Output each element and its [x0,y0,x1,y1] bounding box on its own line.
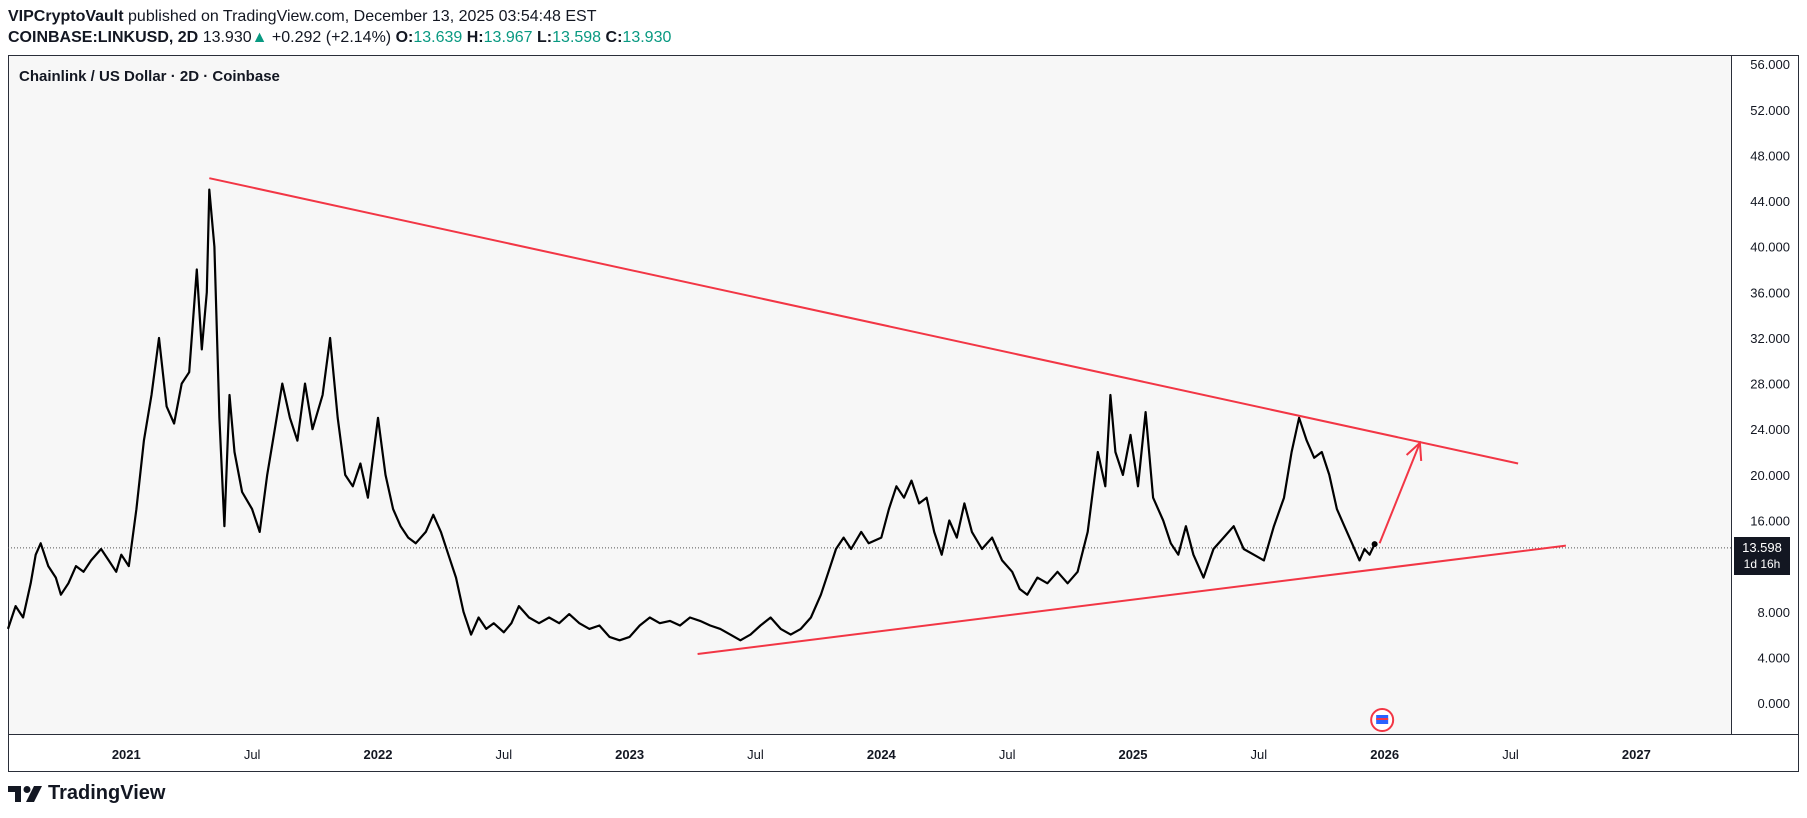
x-tick-label: 2025 [1119,747,1148,762]
x-tick-label: Jul [1251,747,1268,762]
y-tick-label: 16.000 [1750,514,1790,529]
x-tick-label: 2024 [867,747,897,762]
y-tick-label: 8.000 [1757,605,1790,620]
tradingview-brand: TradingView [48,782,166,804]
x-tick-label: Jul [495,747,512,762]
y-tick-label: 4.000 [1757,650,1790,665]
x-tick-label: Jul [1502,747,1519,762]
high-value: 13.967 [483,29,533,46]
x-tick-label: Jul [999,747,1016,762]
open-value: 13.639 [413,29,463,46]
close-label: C: [605,29,623,46]
x-tick-label: 2022 [364,747,393,762]
chart-title: Chainlink / US Dollar · 2D · Coinbase [19,68,280,85]
ohlc-line: COINBASE:LINKUSD, 2D 13.930▲ +0.292 (+2.… [8,29,671,47]
y-tick-label: 28.000 [1750,377,1790,392]
y-tick-label: 56.000 [1750,57,1790,72]
y-tick-label: 32.000 [1750,331,1790,346]
tradingview-logo[interactable]: TradingView [8,782,165,805]
last-price: 13.930 [202,29,252,46]
current-price-tag: 13.598 1d 16h [1734,537,1790,575]
projection-arrow-head [1405,440,1423,461]
symbol-label: COINBASE:LINKUSD, 2D [8,29,199,46]
x-tick-label: Jul [244,747,261,762]
up-arrow-icon: ▲ [251,29,268,46]
tradingview-logo-icon [8,785,42,802]
y-tick-label: 24.000 [1750,422,1790,437]
chart-plot-area[interactable] [8,55,1732,735]
y-tick-label: 44.000 [1750,194,1790,209]
countdown-label: 1d 16h [1743,557,1781,571]
publisher-line: VIPCryptoVault published on TradingView.… [8,8,596,26]
price-axis[interactable] [1732,55,1799,735]
last-price-dot [1371,541,1378,548]
x-tick-label: 2027 [1622,747,1651,762]
close-value: 13.930 [622,29,672,46]
y-tick-label: 48.000 [1750,148,1790,163]
y-tick-label: 36.000 [1750,285,1790,300]
ascending-trendline [697,544,1567,655]
y-tick-label: 20.000 [1750,468,1790,483]
x-tick-label: Jul [747,747,764,762]
low-label: L: [537,29,553,46]
projection-arrow [1378,442,1421,544]
current-price-label: 13.598 [1742,540,1782,555]
published-text: published on TradingView.com, December 1… [123,8,597,25]
low-value: 13.598 [552,29,602,46]
publisher-name[interactable]: VIPCryptoVault [8,8,124,25]
high-label: H: [466,29,484,46]
time-axis[interactable] [8,735,1799,772]
x-tick-label: 2026 [1370,747,1399,762]
x-tick-label: 2021 [112,747,141,762]
y-tick-label: 52.000 [1750,103,1790,118]
x-tick-label: 2023 [615,747,644,762]
descending-trendline [209,177,1519,465]
y-tick-label: 40.000 [1750,240,1790,255]
price-series-line [6,188,1376,642]
y-tick-label: 0.000 [1757,696,1790,711]
open-label: O: [395,29,414,46]
change-value: +0.292 (+2.14%) [271,29,392,46]
